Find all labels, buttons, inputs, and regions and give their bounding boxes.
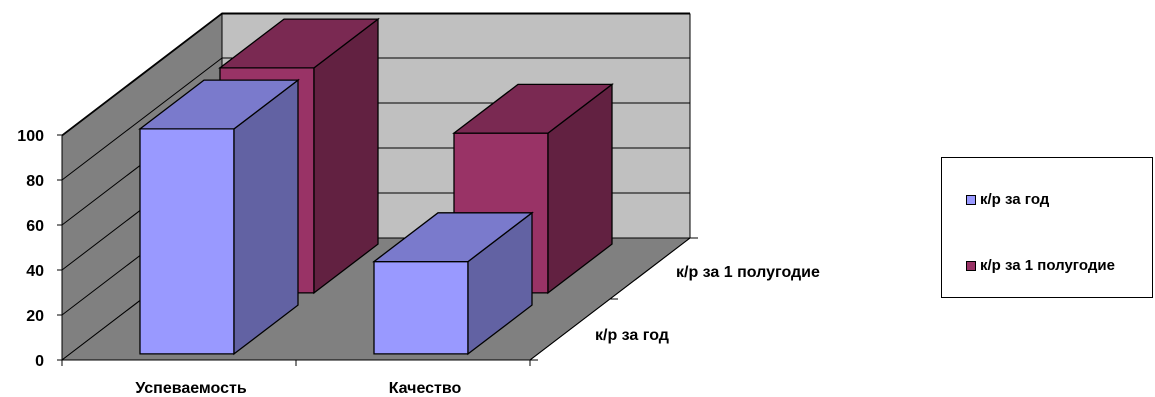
y-tick-label: 0 [35, 353, 44, 370]
depth-series-label: к/р за 1 полугодие [676, 264, 820, 281]
legend-item-series-2: к/р за 1 полугодие [966, 257, 1115, 274]
bar-top-face [372, 212, 534, 263]
bar-top-face [218, 18, 380, 69]
legend-label-series-1: к/р за год [980, 191, 1050, 208]
legend-swatch-series-1 [966, 194, 976, 205]
depth-series-label: к/р за год [595, 327, 669, 344]
gridline [61, 57, 690, 181]
bar-top-face [452, 83, 614, 134]
y-tick-label: 60 [26, 218, 44, 235]
chart-legend: к/р за год к/р за 1 полугодие [941, 157, 1153, 298]
bar-top-face [138, 79, 300, 130]
y-tick-label: 40 [26, 263, 44, 280]
legend-item-series-1: к/р за год [966, 191, 1049, 208]
y-tick-label: 80 [26, 173, 44, 190]
x-category-label: Качество [389, 380, 462, 397]
bar [372, 211, 534, 356]
gridline [61, 12, 690, 136]
y-tick-label: 20 [26, 308, 44, 325]
legend-swatch-series-2 [966, 260, 976, 271]
x-category-label: Успеваемость [135, 380, 247, 397]
bar [138, 78, 300, 356]
bar-front-face [139, 128, 235, 355]
legend-label-series-2: к/р за 1 полугодие [980, 257, 1115, 274]
y-tick-label: 100 [17, 128, 44, 145]
bar-front-face [373, 260, 469, 355]
